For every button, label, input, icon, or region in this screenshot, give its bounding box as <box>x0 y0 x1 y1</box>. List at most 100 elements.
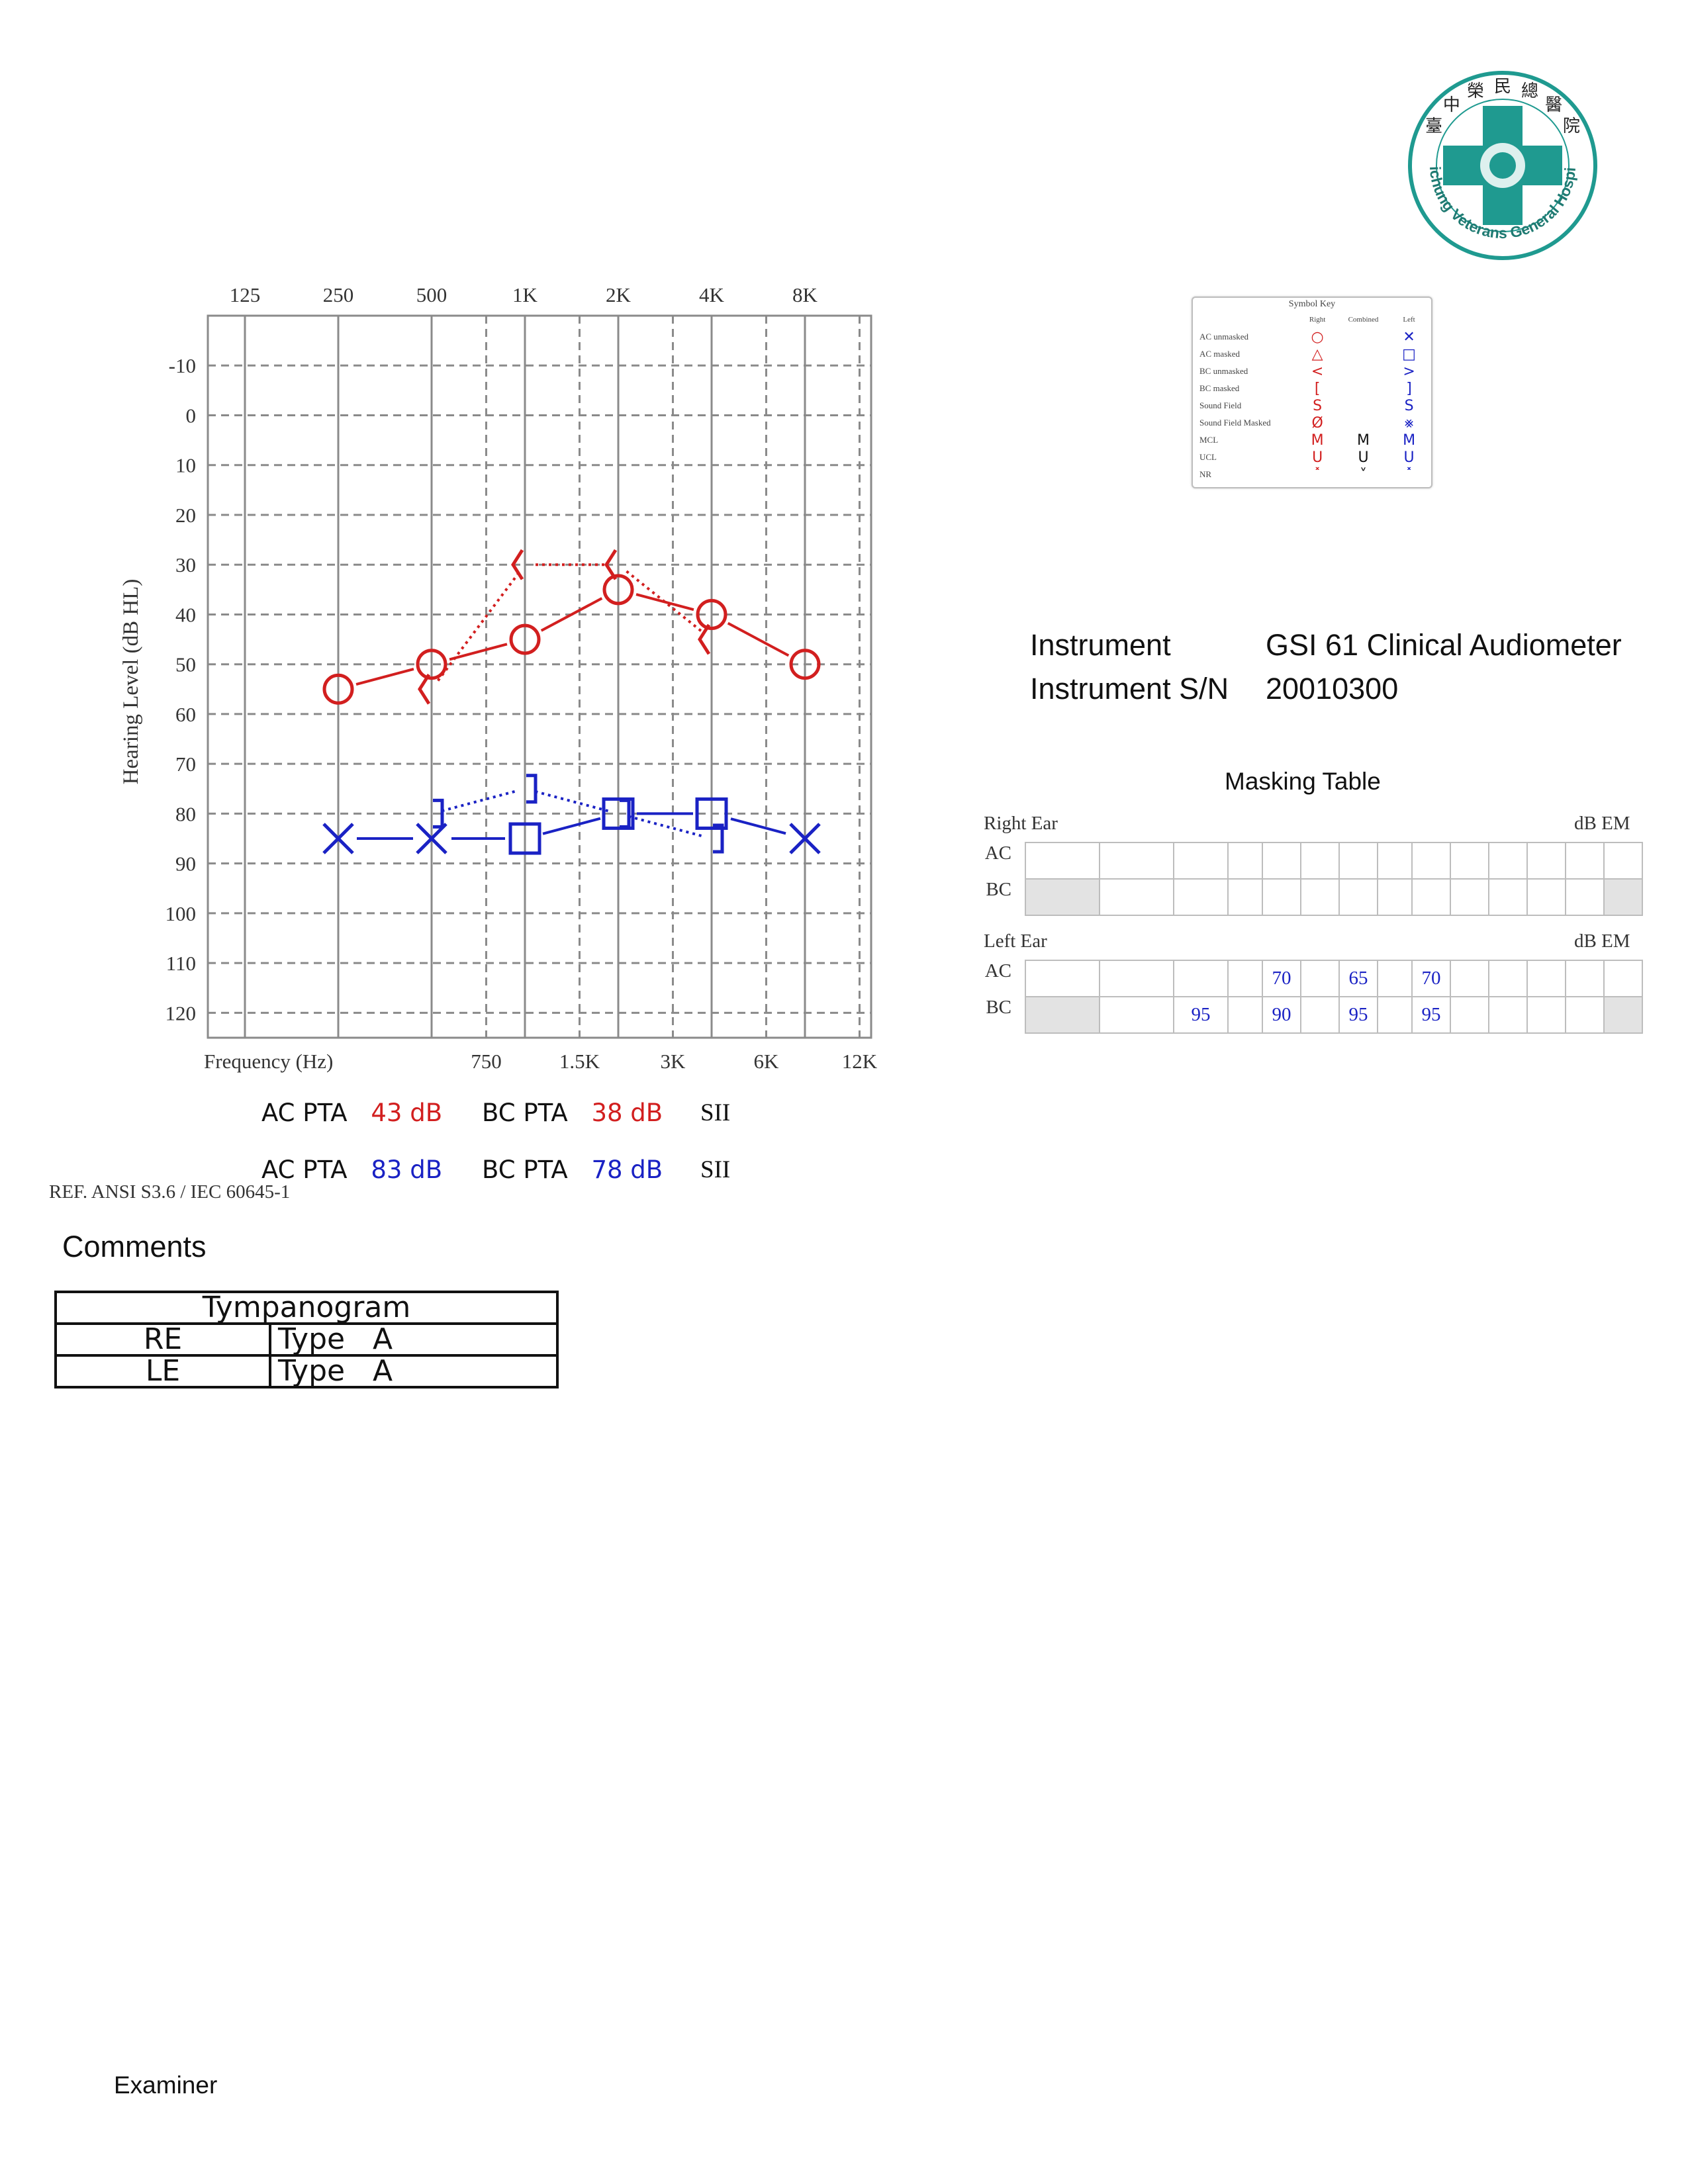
mark-bc-right <box>511 549 524 580</box>
masking-right-bc-cell <box>1099 878 1174 916</box>
instrument-info: Instrument GSI 61 Clinical Audiometer Ins… <box>1030 623 1622 711</box>
symbol-combined <box>1340 345 1387 363</box>
hl-tick-label: 50 <box>175 653 196 676</box>
masking-right-bc-cell <box>1173 878 1229 916</box>
examiner-label: Examiner <box>114 2071 218 2099</box>
masking-right-bc-cell <box>1227 878 1263 916</box>
mark-ac-left <box>322 823 354 854</box>
hl-tick-label: 80 <box>175 802 196 825</box>
symbol-key-col-right: Right <box>1309 316 1326 324</box>
masking-left-ac-cell <box>1450 960 1489 997</box>
mark-ac-right <box>509 623 541 655</box>
symbol-left: S <box>1404 397 1414 414</box>
symbol-combined: U <box>1358 449 1369 466</box>
left-bc-pta-value: 78 dB <box>591 1156 663 1184</box>
symbol-combined: M <box>1357 432 1370 449</box>
masking-right-bc-cell <box>1338 878 1378 916</box>
masking-right-bc-cell <box>1526 878 1566 916</box>
hl-tick-label: -10 <box>169 354 196 377</box>
reference-standard: REF. ANSI S3.6 / IEC 60645-1 <box>49 1181 291 1203</box>
series-line-right <box>449 643 508 661</box>
logo-char: 醫 <box>1545 95 1562 115</box>
masking-left-ac-cell <box>1488 960 1528 997</box>
mark-ac-masked-left <box>695 797 728 830</box>
freq-bottom-tick-label: 3K <box>661 1050 686 1073</box>
masking-left-bc-cell <box>1227 996 1263 1034</box>
masking-left-bc-cell: 95 <box>1173 996 1229 1034</box>
instrument-sn-label: Instrument S/N <box>1030 672 1229 705</box>
tymp-ear-re: RE <box>54 1322 271 1357</box>
masking-left-ac-cell <box>1377 960 1413 997</box>
mark-ac-left <box>789 823 821 854</box>
masking-left-ac-cell: 65 <box>1338 960 1378 997</box>
masking-right-ac-cell <box>1099 842 1174 880</box>
tymp-type-re: Type A <box>269 1322 559 1357</box>
left-ear-unit: dB EM <box>1574 931 1630 952</box>
masking-right-ac-cell <box>1173 842 1229 880</box>
right-ac-pta-value: 43 dB <box>371 1099 443 1127</box>
masking-right-bc-cell <box>1603 878 1643 916</box>
left-sii-label: SII <box>700 1156 731 1183</box>
pta-row-right-bc: BC PTA 38 dB <box>482 1099 663 1127</box>
series-line-right <box>540 597 603 632</box>
symbol-right: [ <box>1314 380 1321 397</box>
symbol-right: △ <box>1311 345 1323 363</box>
symbol-right: ˟ <box>1313 466 1321 483</box>
masking-right-ac-cell <box>1603 842 1643 880</box>
hl-tick-label: 90 <box>175 852 196 876</box>
x-axis-label: Frequency (Hz) <box>204 1050 333 1073</box>
left-bc-pta-label: BC PTA <box>482 1156 568 1184</box>
freq-bottom-tick-label: 6K <box>754 1050 780 1073</box>
mark-ac-masked-left <box>602 797 635 830</box>
symbol-left: U <box>1403 449 1415 466</box>
masking-left-ac-cell <box>1300 960 1340 997</box>
symbol-right: M <box>1311 432 1324 449</box>
symbol-combined: ˅ <box>1360 466 1367 483</box>
left-ac-pta-label: AC PTA <box>261 1156 348 1184</box>
symbol-left: □ <box>1402 345 1416 363</box>
symbol-key-row-name: NR <box>1199 469 1212 479</box>
series-line-left <box>534 790 609 813</box>
mark-bc-right <box>418 673 431 705</box>
logo-char: 民 <box>1494 77 1511 97</box>
masking-right-bc-cell <box>1025 878 1100 916</box>
masking-right-ac-cell <box>1300 842 1340 880</box>
masking-right-ac-cell <box>1227 842 1263 880</box>
audiogram-chart: 125 250 500 1K 2K 4K 8K 750 1.5K 3K 6K 12K -10 0 10 20 3… <box>119 283 878 1073</box>
masking-row-label: BC <box>986 997 1011 1018</box>
mark-bc-masked-left <box>713 823 724 854</box>
masking-left-bc-cell: 95 <box>1411 996 1451 1034</box>
masking-right-bc-cell <box>1565 878 1605 916</box>
freq-bottom-tick-label: 1.5K <box>559 1050 600 1073</box>
freq-bottom-tick-label: 750 <box>471 1050 502 1073</box>
symbol-combined <box>1340 363 1387 380</box>
freq-top-tick-label: 1K <box>512 283 538 306</box>
masking-right-bc-cell <box>1411 878 1451 916</box>
freq-top-tick-label: 8K <box>792 283 818 306</box>
masking-right-ac-cell <box>1450 842 1489 880</box>
symbol-left: > <box>1403 363 1415 380</box>
masking-left-bc-cell <box>1565 996 1605 1034</box>
series-line-right <box>727 621 790 657</box>
tymp-type-le: Type A <box>269 1354 559 1388</box>
symbol-right: ○ <box>1311 328 1324 345</box>
masking-right-bc-cell <box>1450 878 1489 916</box>
symbol-key-row-name: MCL <box>1199 435 1219 445</box>
masking-right-bc-cell <box>1377 878 1413 916</box>
series-line-left <box>441 790 516 813</box>
series-line-right <box>635 593 694 612</box>
hl-tick-label: 60 <box>175 703 196 726</box>
logo-char: 院 <box>1563 116 1580 136</box>
masking-right-ac-cell <box>1262 842 1301 880</box>
symbol-right: S <box>1313 397 1323 414</box>
masking-left-bc-cell: 90 <box>1262 996 1301 1034</box>
symbol-key-table: Right Combined Left AC unmasked ○ ✕ AC mask… <box>1198 311 1431 483</box>
mark-bc-right <box>604 549 618 580</box>
pta-row-right: AC PTA 43 dB <box>261 1099 442 1127</box>
masking-right-ac-cell <box>1565 842 1605 880</box>
mark-bc-masked-left <box>433 798 444 829</box>
symbol-combined <box>1340 397 1387 414</box>
masking-right-bc-cell <box>1488 878 1528 916</box>
symbol-combined <box>1340 380 1387 397</box>
mark-bc-right <box>698 623 711 655</box>
